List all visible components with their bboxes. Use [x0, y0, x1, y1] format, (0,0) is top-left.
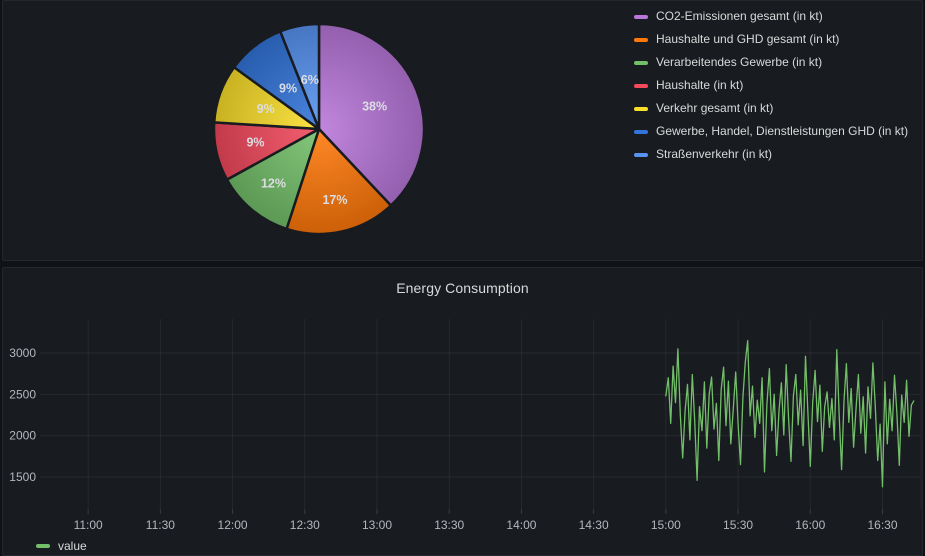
pie-slice-0[interactable] [317, 22, 426, 207]
timeseries-panel: Energy Consumption 1500 2000 2500 3000 11:00… [2, 267, 923, 556]
legend-swatch [634, 83, 648, 88]
legend-item-3[interactable]: Haushalte (in kt) [634, 79, 908, 92]
legend-label: Haushalte und GHD gesamt (in kt) [656, 32, 840, 46]
legend-label: Straßenverkehr (in kt) [656, 147, 773, 161]
y-tick-label: 2500 [9, 387, 36, 401]
legend-item-1[interactable]: Haushalte und GHD gesamt (in kt) [634, 33, 908, 46]
x-tick-label: 11:00 [74, 518, 103, 532]
pie-slice-2[interactable] [225, 127, 321, 231]
series-legend-label: value [58, 539, 87, 553]
y-tick-label: 2000 [9, 429, 36, 443]
x-tick-label: 12:30 [290, 518, 320, 532]
y-tick-label: 1500 [9, 470, 36, 484]
pie-slice-label: 12% [261, 176, 286, 190]
x-tick-label: 13:00 [362, 518, 392, 532]
legend-label: Verarbeitendes Gewerbe (in kt) [656, 55, 823, 69]
legend-swatch [634, 152, 648, 157]
x-tick-label: 11:30 [146, 518, 175, 532]
legend-swatch [634, 60, 648, 65]
timeseries-line [665, 339, 915, 488]
pie-slice-6[interactable] [279, 22, 321, 131]
legend-label: Haushalte (in kt) [656, 78, 744, 92]
pie-legend: CO2-Emissionen gesamt (in kt) Haushalte u… [634, 10, 908, 161]
legend-item-4[interactable]: Verkehr gesamt (in kt) [634, 102, 908, 115]
x-tick-label: 12:00 [218, 518, 248, 532]
y-tick-label: 3000 [9, 346, 36, 360]
pie-slice-label: 38% [362, 99, 387, 113]
x-tick-label: 15:30 [723, 518, 753, 532]
legend-item-5[interactable]: Gewerbe, Handel, Dienstleistungen GHD (i… [634, 125, 908, 138]
x-tick-label: 16:30 [867, 518, 897, 532]
timeseries-chart: 1500 2000 2500 3000 11:00 11:30 12:00 12:30 13:0… [9, 319, 922, 532]
pie-slice-label: 9% [257, 102, 275, 116]
x-tick-label: 14:00 [506, 518, 536, 532]
pie-slice-label: 6% [301, 73, 319, 87]
legend-item-0[interactable]: CO2-Emissionen gesamt (in kt) [634, 10, 908, 23]
pie-slice-label: 9% [279, 81, 297, 95]
pie-slice-1[interactable] [285, 127, 393, 236]
x-tick-label: 13:30 [434, 518, 464, 532]
panel-title: Energy Consumption [396, 280, 529, 296]
x-tick-label: 16:00 [795, 518, 825, 532]
x-tick-label: 14:30 [579, 518, 609, 532]
pie-chart: 38% 17% 12% 9% 9% 9% 6% [212, 22, 426, 236]
legend-item-6[interactable]: Straßenverkehr (in kt) [634, 148, 908, 161]
timeseries-legend-item[interactable]: value [36, 539, 87, 553]
legend-swatch [634, 14, 648, 19]
legend-label: Gewerbe, Handel, Dienstleistungen GHD (i… [656, 124, 909, 138]
legend-label: CO2-Emissionen gesamt (in kt) [656, 9, 823, 23]
pie-slice-label: 9% [246, 135, 264, 149]
series-color-swatch [36, 544, 50, 548]
pie-chart-panel: 38% 17% 12% 9% 9% 9% 6% CO2-Emissionen gesamt … [2, 0, 923, 261]
x-tick-label: 15:00 [651, 518, 681, 532]
legend-item-2[interactable]: Verarbeitendes Gewerbe (in kt) [634, 56, 908, 69]
legend-label: Verkehr gesamt (in kt) [656, 101, 774, 115]
legend-swatch [634, 129, 648, 134]
legend-swatch [634, 106, 648, 111]
pie-slice-label: 17% [322, 193, 347, 207]
legend-swatch [634, 37, 648, 42]
